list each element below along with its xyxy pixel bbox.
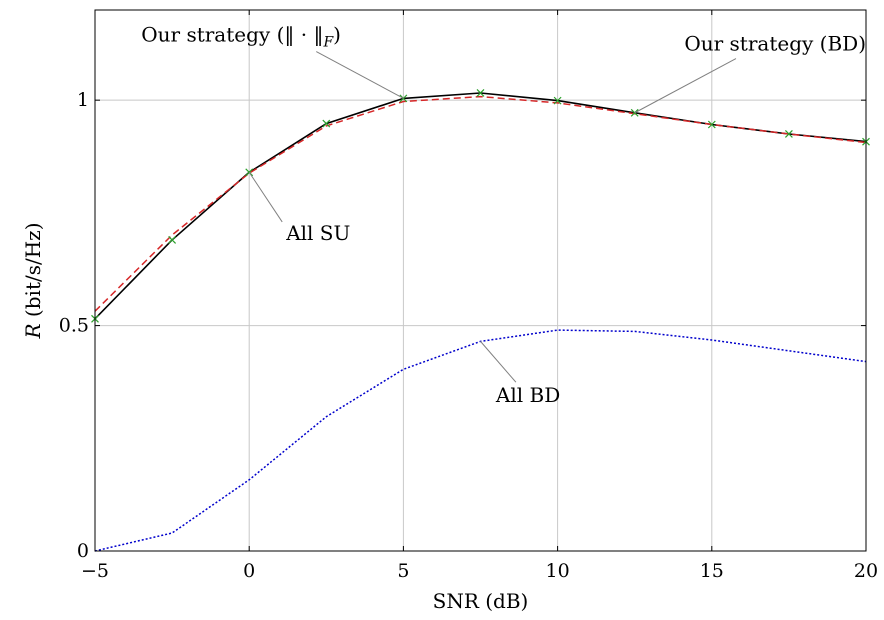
x-tick-label: 20 (854, 560, 878, 582)
x-tick-label: 0 (243, 560, 255, 582)
annotation-label-3: All SU (285, 221, 350, 245)
series-3-marker (707, 120, 716, 129)
grid (94, 10, 867, 552)
plot-area (94, 9, 867, 552)
annotation-leader-1 (316, 51, 404, 99)
annotation-label-2: Our strategy (BD) (684, 32, 866, 56)
y-axis-units: (bit/s/Hz) (21, 223, 45, 318)
x-tick-label: 5 (397, 560, 409, 582)
series-4-line (94, 329, 867, 552)
series-3-marker (784, 130, 793, 138)
annotation-label-1: Our strategy (‖ · ‖F) (141, 23, 341, 51)
series-3-marker (168, 236, 177, 244)
x-tick-label: 10 (546, 560, 570, 582)
series-1-line (94, 92, 867, 320)
annotation-text: Our strategy (‖ · ‖ (141, 23, 323, 48)
series-2-line (94, 95, 867, 312)
series-3-marker (553, 96, 562, 105)
y-axis-symbol: R (21, 317, 45, 339)
y-axis-label: R (bit/s/Hz) (21, 223, 45, 340)
annotations: Our strategy (‖ · ‖F) Our strategy (BD) Al… (141, 23, 866, 408)
x-tick-label: 15 (700, 560, 724, 582)
x-tick-label: −5 (81, 560, 109, 582)
annotation-text: All BD (495, 383, 560, 407)
annotation-text: Our strategy (BD) (684, 32, 866, 56)
annotation-leader-2 (634, 58, 737, 114)
series-3-marker (322, 119, 331, 128)
y-tick-label: 0.5 (59, 315, 89, 337)
series-3-marker (476, 89, 485, 97)
y-tick-label: 1 (77, 89, 89, 111)
series-layer (91, 89, 870, 552)
annotation-text: All SU (285, 221, 350, 245)
annotation-leader-3 (248, 172, 283, 223)
annotation-leader-4 (480, 341, 517, 383)
annotation-label-4: All BD (495, 383, 560, 407)
x-axis-label: SNR (dB) (433, 589, 529, 613)
y-tick-label: 0 (77, 540, 89, 562)
annotation-close: ) (333, 23, 341, 47)
annotation-subscript: F (322, 35, 334, 51)
